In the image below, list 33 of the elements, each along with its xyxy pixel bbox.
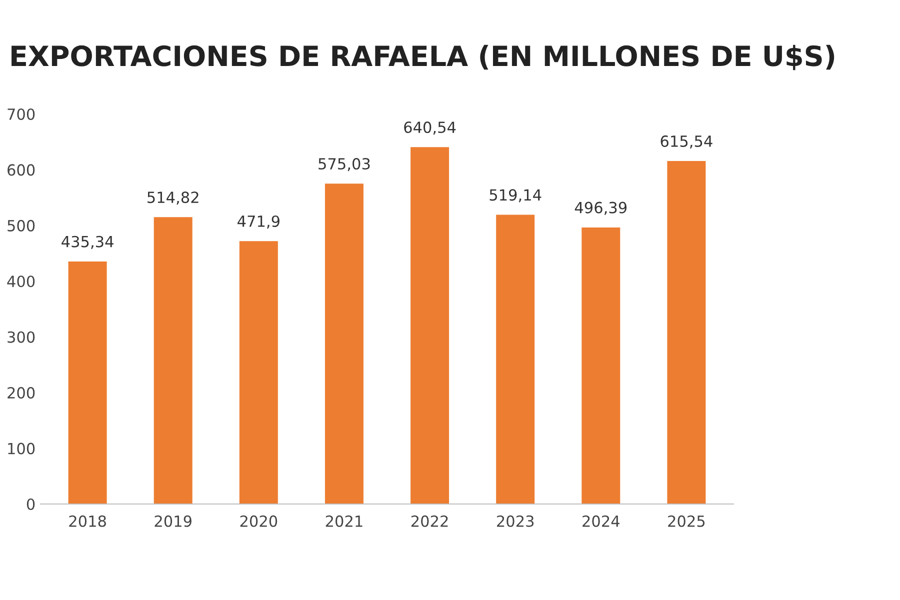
y-tick-label: 300 [8, 331, 35, 343]
bar [667, 161, 706, 504]
data-label: 575,03 [318, 158, 370, 172]
x-tick-label: 2024 [582, 515, 620, 527]
data-label: 514,82 [148, 192, 198, 205]
data-label: 471,9 [238, 215, 280, 229]
x-tick-label: 2025 [668, 515, 705, 527]
y-tick-label: 500 [8, 220, 35, 232]
y-tick-label: 700 [8, 108, 35, 120]
y-tick-label: 0 [26, 498, 35, 510]
bar [496, 214, 535, 504]
bar [324, 184, 364, 504]
y-tick-label: 600 [8, 164, 35, 176]
x-tick-label: 2018 [69, 515, 106, 527]
x-tick-label: 2023 [497, 515, 534, 527]
bar [68, 261, 107, 504]
x-tick-label: 2021 [326, 515, 362, 527]
bar [239, 241, 278, 504]
y-tick-label: 400 [7, 276, 35, 288]
y-tick-label: 100 [8, 442, 35, 454]
data-label: 519,14 [490, 189, 542, 202]
x-tick-label: 2022 [411, 515, 448, 527]
chart-title: EXPORTACIONES DE RAFAELA (EN MILLONES DE U$S) [12, 44, 834, 70]
data-label: 435,34 [62, 236, 114, 249]
bar [410, 147, 450, 504]
data-label: 640,54 [404, 122, 456, 135]
data-label: 615,54 [660, 135, 712, 149]
x-tick-label: 2019 [154, 515, 192, 527]
y-tick-label: 200 [8, 387, 35, 399]
data-label: 496,39 [574, 202, 627, 215]
bar [154, 217, 192, 504]
bar [582, 227, 620, 504]
x-tick-label: 2020 [240, 515, 278, 527]
